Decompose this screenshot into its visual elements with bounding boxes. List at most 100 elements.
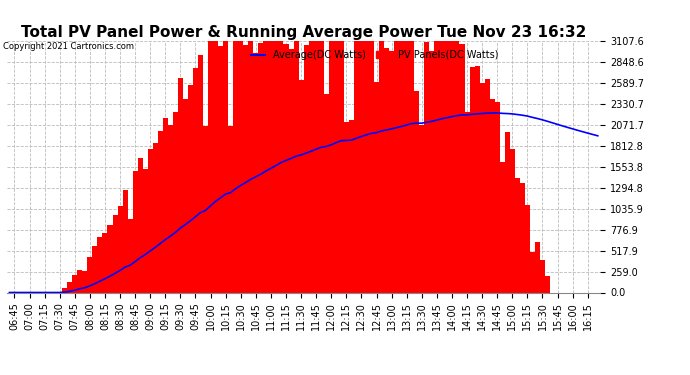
Bar [440, 7, 444, 292]
Bar [183, 99, 188, 292]
Bar [264, 11, 268, 292]
Bar [223, 37, 228, 292]
Bar [464, 112, 470, 292]
Bar [108, 225, 112, 292]
Bar [284, 44, 288, 292]
Bar [344, 122, 349, 292]
Bar [319, 33, 324, 292]
Bar [374, 82, 379, 292]
Bar [258, 44, 264, 292]
Bar [132, 171, 137, 292]
Bar [495, 102, 500, 292]
Bar [484, 80, 490, 292]
Bar [143, 168, 148, 292]
Bar [434, 6, 440, 292]
Text: Copyright 2021 Cartronics.com: Copyright 2021 Cartronics.com [3, 42, 135, 51]
Bar [384, 48, 389, 292]
Bar [460, 44, 464, 292]
Bar [515, 178, 520, 292]
Bar [218, 46, 223, 292]
Bar [102, 232, 108, 292]
Bar [525, 205, 530, 292]
Bar [279, 2, 284, 292]
Bar [389, 51, 394, 292]
Bar [409, 7, 414, 292]
Bar [213, 18, 218, 292]
Bar [173, 112, 178, 292]
Bar [62, 288, 67, 292]
Bar [520, 183, 525, 292]
Bar [293, 27, 299, 292]
Legend: Average(DC Watts), PV Panels(DC Watts): Average(DC Watts), PV Panels(DC Watts) [247, 46, 502, 64]
Bar [424, 42, 429, 292]
Bar [163, 118, 168, 292]
Bar [359, 10, 364, 292]
Bar [475, 66, 480, 292]
Bar [148, 149, 152, 292]
Bar [178, 78, 183, 292]
Bar [369, 27, 374, 292]
Bar [117, 206, 123, 292]
Bar [500, 162, 505, 292]
Bar [273, 19, 279, 292]
Bar [228, 126, 233, 292]
Bar [304, 45, 308, 292]
Bar [314, 22, 319, 293]
Bar [137, 158, 143, 292]
Bar [128, 219, 132, 292]
Bar [349, 120, 354, 292]
Bar [334, 2, 339, 292]
Bar [404, 14, 409, 292]
Bar [72, 274, 77, 292]
Bar [168, 125, 173, 292]
Bar [364, 20, 369, 292]
Bar [414, 91, 420, 292]
Bar [188, 85, 193, 292]
Bar [530, 252, 535, 292]
Bar [288, 49, 293, 292]
Bar [244, 45, 248, 292]
Bar [379, 7, 384, 292]
Bar [490, 99, 495, 292]
Bar [203, 126, 208, 292]
Bar [449, 16, 455, 292]
Bar [510, 149, 515, 292]
Bar [158, 131, 163, 292]
Bar [545, 276, 550, 292]
Bar [77, 270, 82, 292]
Bar [455, 33, 460, 292]
Bar [505, 132, 510, 292]
Bar [233, 14, 238, 292]
Title: Total PV Panel Power & Running Average Power Tue Nov 23 16:32: Total PV Panel Power & Running Average P… [21, 25, 586, 40]
Bar [112, 214, 117, 292]
Bar [238, 35, 244, 292]
Bar [82, 272, 88, 292]
Bar [88, 256, 92, 292]
Bar [308, 39, 314, 292]
Bar [328, 38, 334, 292]
Bar [208, 20, 213, 292]
Bar [123, 189, 128, 292]
Bar [97, 237, 102, 292]
Bar [253, 53, 258, 292]
Bar [193, 69, 198, 292]
Bar [470, 67, 475, 292]
Bar [354, 8, 359, 292]
Bar [152, 143, 158, 292]
Bar [198, 56, 203, 292]
Bar [92, 246, 97, 292]
Bar [535, 242, 540, 292]
Bar [67, 282, 72, 292]
Bar [394, 33, 399, 292]
Bar [540, 260, 545, 292]
Bar [399, 31, 404, 292]
Bar [339, 15, 344, 292]
Bar [429, 51, 434, 292]
Bar [268, 27, 273, 292]
Bar [324, 94, 328, 292]
Bar [480, 83, 484, 292]
Bar [444, 32, 449, 292]
Bar [420, 125, 424, 292]
Bar [299, 80, 304, 292]
Bar [248, 27, 253, 292]
